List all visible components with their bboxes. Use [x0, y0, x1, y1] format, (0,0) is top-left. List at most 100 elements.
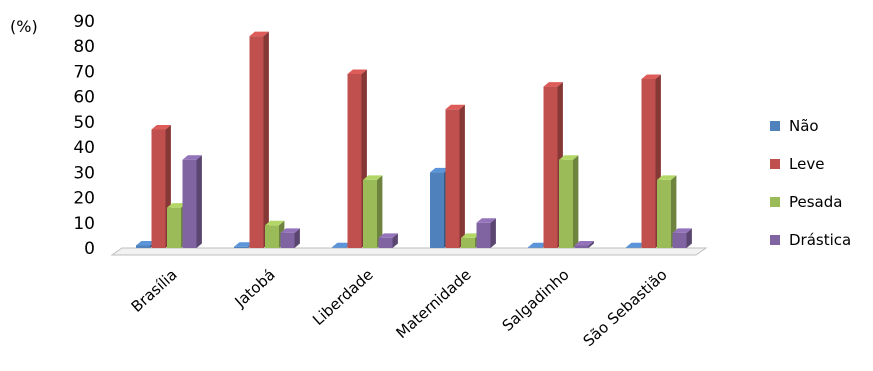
bar-side [294, 228, 300, 248]
bar-top [626, 242, 646, 248]
bar-front [182, 159, 197, 248]
bar-front [461, 237, 475, 248]
bar-front [559, 159, 573, 248]
bar-top [332, 242, 352, 248]
bar-front [476, 222, 491, 248]
bar-top [559, 155, 579, 160]
y-tick-label: 90 [73, 12, 95, 32]
y-tick-label: 40 [73, 138, 95, 158]
bar-front [280, 232, 295, 248]
bar [280, 228, 300, 248]
y-tick-label: 30 [73, 163, 95, 183]
legend: Não Leve Pesada Drástica [770, 117, 851, 249]
bar [657, 175, 677, 248]
bar-top [151, 124, 171, 130]
bar-front [363, 179, 377, 248]
y-axis-ticks: 0 10 20 30 40 50 60 70 80 90 [73, 12, 95, 259]
legend-swatch [770, 121, 780, 131]
bar-top [378, 233, 398, 238]
bar-front [234, 246, 248, 248]
bar-top [363, 175, 383, 180]
bar [574, 240, 594, 248]
bar-top [476, 218, 496, 223]
bar-side [671, 175, 677, 248]
bar-top [280, 228, 300, 233]
x-axis-labels: Brasília Jatobá Liberdade Maternidade Salgad… [128, 266, 671, 351]
y-tick-label: 10 [73, 214, 95, 234]
bar-front [430, 172, 444, 248]
bar-front [347, 73, 362, 248]
x-tick-label: Maternidade [393, 266, 475, 342]
bar-top [249, 31, 269, 37]
bar-side [490, 218, 496, 248]
bar [249, 31, 269, 249]
bar-front [543, 86, 558, 248]
bar [182, 155, 202, 248]
bar-top [657, 175, 677, 180]
legend-swatch [770, 159, 780, 169]
y-tick-label: 80 [73, 37, 95, 57]
legend-swatch [770, 235, 780, 245]
bar-series [136, 31, 692, 249]
chart-floor [110, 247, 708, 256]
bar-top [136, 240, 156, 246]
bar-top [672, 228, 692, 233]
bar-front [445, 109, 460, 249]
x-tick-label: Liberdade [309, 266, 377, 329]
bar [363, 175, 383, 248]
bar-front [378, 237, 393, 248]
legend-label: Drástica [789, 231, 851, 249]
legend-label: Pesada [789, 193, 842, 211]
bar-side [377, 175, 383, 248]
bar-front [332, 247, 346, 248]
bar [445, 104, 465, 249]
bar-top [641, 74, 661, 80]
bar-front [249, 36, 264, 249]
bar [378, 233, 398, 248]
bar-side [392, 233, 398, 248]
bar-top [234, 242, 254, 247]
legend-swatch [770, 197, 780, 207]
bar-front [265, 225, 279, 248]
bar-front [151, 129, 166, 248]
y-tick-label: 60 [73, 88, 95, 108]
bar-top [461, 233, 481, 238]
bar-top [430, 167, 450, 173]
bar-front [641, 79, 656, 248]
x-tick-label: São Sebastião [580, 266, 671, 351]
legend-label: Leve [789, 155, 824, 173]
bar-top [543, 82, 563, 87]
legend-item: Pesada [770, 193, 842, 211]
y-tick-label: 70 [73, 62, 95, 82]
bar-front [574, 245, 589, 248]
bar-top [265, 220, 285, 226]
bar-front [626, 247, 640, 248]
bar-front [136, 245, 150, 248]
floor-plane [110, 247, 708, 256]
bar-front [167, 207, 181, 248]
x-tick-label: Salgadinho [499, 266, 573, 335]
bar [476, 218, 496, 248]
x-tick-label: Brasília [128, 266, 181, 316]
bar-side [573, 155, 579, 248]
bar-side [196, 155, 202, 248]
bar [559, 155, 579, 248]
bar-side [459, 104, 465, 249]
bar-side [686, 228, 692, 248]
y-axis-label: (%) [10, 17, 38, 36]
bar-side [588, 240, 594, 248]
bar-front [672, 232, 687, 248]
bar-front [528, 247, 542, 248]
bar-front [657, 179, 671, 248]
legend-item: Leve [770, 155, 824, 173]
legend-item: Não [770, 117, 819, 135]
y-tick-label: 50 [73, 113, 95, 133]
y-tick-label: 20 [73, 189, 95, 209]
y-tick-label: 0 [84, 239, 95, 259]
bar-top [347, 69, 367, 74]
bar-side [263, 31, 269, 249]
bar-top [182, 155, 202, 160]
bar-top [167, 203, 187, 208]
bar-top [445, 104, 465, 110]
